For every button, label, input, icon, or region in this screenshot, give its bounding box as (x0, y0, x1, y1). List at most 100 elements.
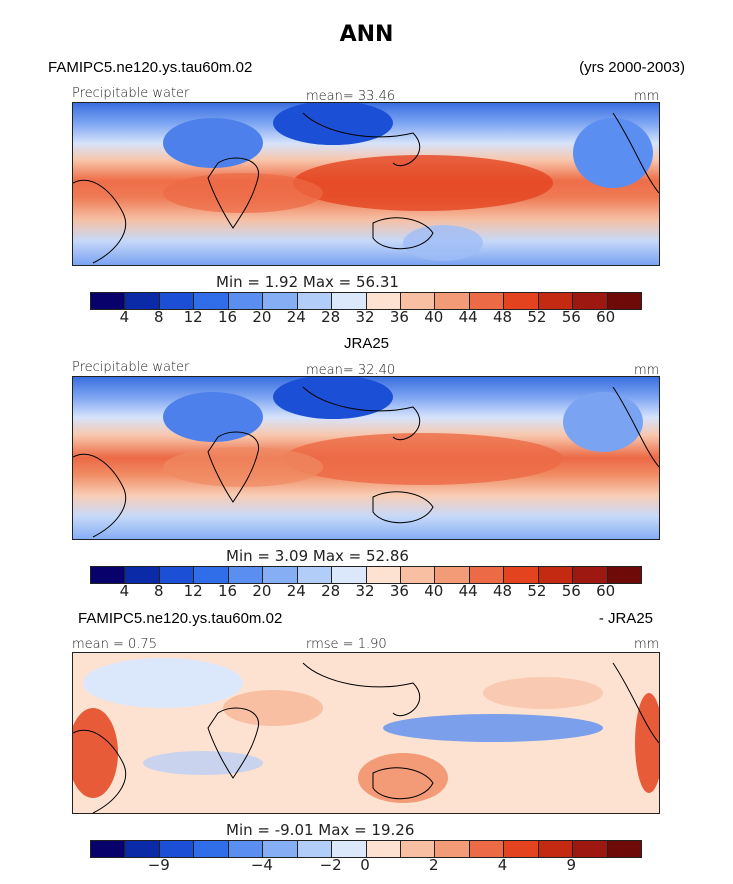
panel1-mean: mean= 33.46 (306, 89, 396, 104)
colorbar-tick-label: 16 (217, 582, 238, 600)
panel3-colorbar-labels: −9 −4 −2 0 2 4 9 (90, 856, 640, 876)
colorbar-tick-label: 36 (389, 582, 409, 600)
colorbar-tick-label: 12 (183, 582, 203, 600)
colorbar-tick-label: 56 (561, 582, 581, 600)
colorbar-swatch (263, 293, 298, 309)
colorbar-swatch (607, 293, 641, 309)
colorbar-swatch (504, 841, 539, 857)
colorbar-swatch (263, 841, 298, 857)
colorbar-swatch (228, 841, 264, 857)
colorbar-tick-label: −9 (147, 856, 170, 874)
colorbar-swatch (607, 567, 641, 583)
colorbar-tick-label: 8 (153, 308, 164, 326)
colorbar-tick-label: 4 (119, 582, 130, 600)
colorbar-swatch (366, 567, 401, 583)
colorbar-swatch (194, 293, 229, 309)
colorbar-swatch (297, 293, 333, 309)
colorbar-tick-label: 32 (355, 308, 375, 326)
colorbar-swatch (159, 841, 195, 857)
colorbar-swatch (159, 293, 195, 309)
colorbar-swatch (435, 293, 470, 309)
panel3-field (73, 653, 659, 813)
colorbar-tick-label: 48 (492, 308, 513, 326)
colorbar-swatch (607, 841, 641, 857)
colorbar-swatch (125, 293, 160, 309)
panel3-rmse: rmse = 1.90 (306, 637, 387, 652)
plot-title: ANN (339, 22, 394, 47)
panel1-variable-label: Precipitable water (72, 86, 190, 101)
panel2-map (72, 376, 660, 540)
panel3-units: mm (634, 637, 660, 652)
colorbar-swatch (573, 841, 608, 857)
colorbar-swatch (194, 567, 229, 583)
colorbar-tick-label: 12 (183, 308, 203, 326)
colorbar-swatch (538, 293, 574, 309)
colorbar-swatch (469, 567, 505, 583)
colorbar-swatch (91, 567, 126, 583)
panel1-minmax: Min = 1.92 Max = 56.31 (216, 273, 399, 291)
colorbar-swatch (91, 841, 126, 857)
panel1-colorbar-labels: 4 8 12 16 20 24 28 32 36 40 44 48 52 56 60 (90, 308, 640, 328)
panel2-minmax: Min = 3.09 Max = 52.86 (226, 547, 409, 565)
colorbar-swatch (332, 567, 367, 583)
panel3-map (72, 652, 660, 814)
colorbar-swatch (573, 293, 608, 309)
panel2-units: mm (634, 363, 660, 378)
colorbar-swatch (400, 293, 436, 309)
panel2-variable-label: Precipitable water (72, 360, 190, 375)
colorbar-tick-label: 9 (566, 856, 577, 874)
colorbar-tick-label: −2 (319, 856, 342, 874)
colorbar-swatch (400, 841, 436, 857)
colorbar-swatch (332, 841, 367, 857)
colorbar-tick-label: 4 (119, 308, 130, 326)
panel1-colorbar (90, 292, 642, 310)
colorbar-swatch (91, 293, 126, 309)
colorbar-tick-label: 0 (360, 856, 370, 874)
panel1-map (72, 102, 660, 266)
colorbar-swatch (469, 293, 505, 309)
panel2-colorbar (90, 566, 642, 584)
panel2-colorbar-labels: 4 8 12 16 20 24 28 32 36 40 44 48 52 56 60 (90, 582, 640, 602)
colorbar-swatch (194, 841, 229, 857)
colorbar-swatch (538, 841, 574, 857)
colorbar-tick-label: 20 (252, 582, 272, 600)
colorbar-tick-label: 56 (561, 308, 581, 326)
colorbar-tick-label: 40 (424, 582, 444, 600)
colorbar-swatch (125, 567, 160, 583)
colorbar-swatch (435, 567, 470, 583)
colorbar-tick-label: 44 (458, 308, 478, 326)
colorbar-tick-label: 24 (286, 308, 306, 326)
colorbar-swatch (263, 567, 298, 583)
colorbar-tick-label: 52 (527, 582, 547, 600)
colorbar-swatch (228, 293, 264, 309)
colorbar-tick-label: 40 (424, 308, 444, 326)
colorbar-tick-label: 24 (286, 582, 306, 600)
colorbar-swatch (573, 567, 608, 583)
colorbar-swatch (159, 567, 195, 583)
colorbar-swatch (366, 841, 401, 857)
colorbar-tick-label: 4 (497, 856, 508, 874)
colorbar-swatch (469, 841, 505, 857)
colorbar-tick-label: 28 (321, 308, 341, 326)
colorbar-swatch (504, 567, 539, 583)
colorbar-tick-label: 48 (492, 582, 513, 600)
panel1-case-name: FAMIPC5.ne120.ys.tau60m.02 (48, 59, 253, 76)
colorbar-tick-label: 32 (355, 582, 375, 600)
colorbar-swatch (297, 841, 333, 857)
panel2-case-name: JRA25 (343, 335, 390, 352)
panel3-minmax: Min = -9.01 Max = 19.26 (226, 821, 415, 839)
colorbar-tick-label: 60 (596, 308, 616, 326)
colorbar-tick-label: 28 (321, 582, 341, 600)
colorbar-tick-label: 2 (428, 856, 439, 874)
panel3-colorbar (90, 840, 642, 858)
colorbar-tick-label: 20 (252, 308, 272, 326)
colorbar-tick-label: 36 (389, 308, 409, 326)
colorbar-swatch (297, 567, 333, 583)
panel3-mean: mean = 0.75 (72, 637, 157, 652)
colorbar-swatch (366, 293, 401, 309)
panel1-field (73, 103, 659, 265)
colorbar-swatch (228, 567, 264, 583)
colorbar-swatch (332, 293, 367, 309)
colorbar-tick-label: 16 (217, 308, 238, 326)
colorbar-tick-label: 60 (596, 582, 616, 600)
